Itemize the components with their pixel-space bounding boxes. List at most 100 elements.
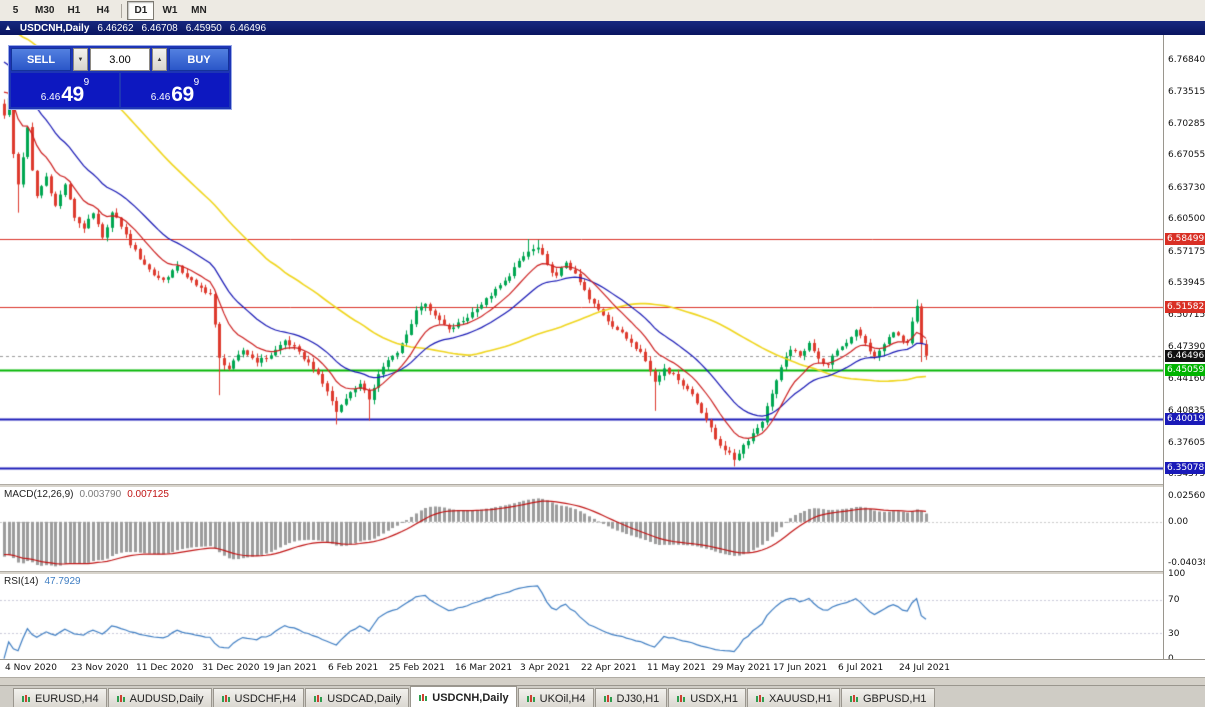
rsi-axis-label: 100	[1168, 569, 1186, 579]
chart-tab-usdchf[interactable]: USDCHF,H4	[212, 688, 305, 707]
toolbar-separator	[121, 3, 123, 18]
chart-tab-label: DJ30,H1	[616, 692, 660, 705]
price-tick-label: 6.70285	[1168, 119, 1205, 129]
price-level-badge: 6.40019	[1165, 413, 1205, 425]
date-axis-label: 3 Apr 2021	[520, 663, 570, 673]
price-tick-label: 6.60500	[1168, 214, 1205, 224]
horizontal-scrollbar[interactable]	[0, 677, 1205, 686]
price-axis[interactable]: 6.76840 6.73515 6.70285 6.67055 6.63730 6.605…	[1163, 35, 1205, 664]
timeframe-button-h4[interactable]: H4	[96, 5, 110, 16]
chart-tab-dj30[interactable]: DJ30,H1	[594, 688, 668, 707]
chart-tab-label: USDCAD,Daily	[327, 692, 402, 705]
price-tick-label: 6.76840	[1168, 55, 1205, 65]
rsi-axis-label: 30	[1168, 629, 1180, 639]
price-tick-label: 6.34375	[1168, 469, 1205, 479]
date-axis-label: 11 May 2021	[647, 663, 706, 673]
timeframe-button-d1[interactable]: D1	[127, 1, 155, 20]
chart-tab-label: EURUSD,H4	[35, 692, 99, 705]
buy-price-prefix: 6.46	[150, 92, 171, 103]
buy-button[interactable]: BUY	[169, 48, 229, 71]
chart-tab-usdcnh[interactable]: USDCNH,Daily	[410, 686, 517, 707]
timeframe-button-w1[interactable]: W1	[162, 5, 178, 16]
spin-down-icon: ▼	[77, 56, 84, 63]
macd-panel-chart[interactable]	[0, 487, 1163, 571]
candlestick-chart-icon	[116, 694, 125, 702]
rsi-axis-label: 70	[1168, 595, 1180, 605]
timeframe-button-mn[interactable]: MN	[191, 5, 207, 16]
chart-symbol: USDCNH,Daily	[19, 22, 90, 34]
chart-tab-xauusd[interactable]: XAUUSD,H1	[746, 688, 840, 707]
macd-signal-value: 0.007125	[127, 489, 169, 500]
chart-tab-usdx[interactable]: USDX,H1	[668, 688, 746, 707]
candlestick-chart-icon	[314, 694, 323, 702]
buy-price-display[interactable]: 6.46 69 9	[121, 73, 229, 107]
candlestick-chart-icon	[221, 694, 230, 702]
timeframe-button-5[interactable]: 5	[12, 5, 19, 16]
candlestick-chart-icon	[755, 694, 764, 702]
price-tick-label: 6.44160	[1168, 374, 1205, 384]
price-level-badge: 6.35078	[1165, 462, 1205, 474]
price-tick-label: 6.63730	[1168, 183, 1205, 193]
sell-price-prefix: 6.46	[40, 92, 61, 103]
buy-price-sup: 9	[193, 77, 200, 88]
rsi-panel-chart[interactable]	[0, 574, 1163, 659]
date-axis-label: 16 Mar 2021	[455, 663, 513, 673]
date-axis-label: 31 Dec 2020	[202, 663, 260, 673]
chart-tab-label: UKOil,H4	[539, 692, 586, 705]
chart-collapse-icon[interactable]: ▲	[4, 23, 12, 32]
rsi-value: 47.7929	[44, 576, 81, 587]
candlestick-chart-icon	[677, 694, 686, 702]
price-level-badge: 6.58499	[1165, 233, 1205, 245]
price-tick-label: 6.53945	[1168, 278, 1205, 288]
date-axis-label: 24 Jul 2021	[899, 663, 950, 673]
price-tick-label: 6.67055	[1168, 150, 1205, 160]
chart-tab-label: AUDUSD,Daily	[129, 692, 204, 705]
ohlc-low: 6.45950	[185, 22, 222, 34]
ohlc-open: 6.46262	[97, 22, 134, 34]
price-tick-label: 6.73515	[1168, 87, 1205, 97]
sell-price-sup: 9	[83, 77, 90, 88]
price-level-badge: 6.45059	[1165, 364, 1205, 376]
date-axis-label: 17 Jun 2021	[773, 663, 828, 673]
macd-axis-label: 0.00	[1168, 517, 1189, 527]
price-tick-label: 6.57175	[1168, 247, 1205, 257]
rsi-indicator-label: RSI(14) 47.7929	[4, 576, 81, 587]
candlestick-chart-icon	[22, 694, 30, 702]
date-axis[interactable]: 4 Nov 2020 23 Nov 2020 11 Dec 2020 31 Dec 2…	[0, 659, 1205, 678]
price-tick-label: 6.37605	[1168, 438, 1205, 448]
candlestick-chart-icon	[849, 694, 858, 702]
price-tick-label: 6.40835	[1168, 406, 1205, 416]
date-axis-label: 22 Apr 2021	[581, 663, 637, 673]
chart-tab-eurusd[interactable]: EURUSD,H4	[13, 688, 107, 707]
chart-tab-audusd[interactable]: AUDUSD,Daily	[107, 688, 212, 707]
lot-size-input[interactable]	[90, 48, 150, 71]
lot-decrease-button[interactable]: ▼	[73, 48, 88, 71]
date-axis-label: 6 Jul 2021	[838, 663, 884, 673]
date-axis-label: 25 Feb 2021	[389, 663, 446, 673]
macd-axis-label: 0.02560	[1168, 491, 1205, 501]
sell-price-big: 49	[61, 83, 84, 106]
sell-price-display[interactable]: 6.46 49 9	[11, 73, 119, 107]
macd-main-value: 0.003790	[79, 489, 122, 500]
rsi-name: RSI(14)	[4, 576, 39, 587]
lot-increase-button[interactable]: ▲	[152, 48, 167, 71]
chart-tab-usdcad[interactable]: USDCAD,Daily	[305, 688, 410, 707]
chart-tab-label: USDCNH,Daily	[432, 691, 509, 704]
one-click-trading-panel: SELL ▼ ▲ BUY 6.46 49 9 6.46 69 9	[8, 45, 232, 110]
chart-tab-label: USDX,H1	[690, 692, 738, 705]
date-axis-label: 23 Nov 2020	[71, 663, 129, 673]
date-axis-label: 11 Dec 2020	[136, 663, 194, 673]
spin-up-icon: ▲	[156, 56, 163, 63]
chart-tab-ukoil[interactable]: UKOil,H4	[517, 688, 594, 707]
price-level-badge: 6.51582	[1165, 301, 1205, 313]
price-tick-label: 6.47390	[1168, 342, 1205, 352]
chart-tab-gbpusd[interactable]: GBPUSD,H1	[840, 688, 935, 707]
chart-tab-label: GBPUSD,H1	[862, 692, 927, 705]
chart-window-titlebar: ▲ USDCNH,Daily 6.46262 6.46708 6.45950 6…	[0, 21, 1205, 35]
timeframe-button-h1[interactable]: H1	[67, 5, 81, 16]
candlestick-chart-icon	[603, 694, 612, 702]
timeframe-button-m30[interactable]: M30	[35, 5, 55, 16]
macd-axis-label: -0.04038	[1168, 558, 1205, 568]
sell-button[interactable]: SELL	[11, 48, 71, 71]
